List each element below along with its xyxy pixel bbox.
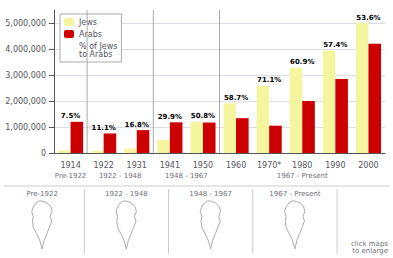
svg-text:1931: 1931 <box>127 161 147 170</box>
svg-text:1922 - 1948: 1922 - 1948 <box>99 172 142 180</box>
svg-text:1960: 1960 <box>226 161 246 170</box>
svg-text:1980: 1980 <box>292 161 312 170</box>
svg-text:11.1%: 11.1% <box>92 124 116 132</box>
svg-text:1922: 1922 <box>93 161 113 170</box>
svg-text:29.9%: 29.9% <box>158 113 182 121</box>
svg-text:Pre-1922: Pre-1922 <box>55 172 86 180</box>
svg-text:Pre-1922: Pre-1922 <box>26 190 57 198</box>
svg-text:58.7%: 58.7% <box>224 94 248 102</box>
svg-text:53.6%: 53.6% <box>356 14 380 22</box>
svg-text:57.4%: 57.4% <box>323 41 347 49</box>
svg-text:4,000,000: 4,000,000 <box>5 45 46 54</box>
svg-text:1948 - 1967: 1948 - 1967 <box>165 172 208 180</box>
svg-text:60.9%: 60.9% <box>290 58 314 66</box>
svg-text:1948 - 1967: 1948 - 1967 <box>189 190 232 198</box>
svg-text:1970*: 1970* <box>257 161 281 170</box>
svg-text:to enlarge: to enlarge <box>352 247 388 255</box>
svg-text:1990: 1990 <box>325 161 345 170</box>
svg-text:2,000,000: 2,000,000 <box>5 97 46 106</box>
svg-text:3,000,000: 3,000,000 <box>5 71 46 80</box>
svg-text:1,000,000: 1,000,000 <box>5 123 46 132</box>
svg-text:7.5%: 7.5% <box>61 112 80 120</box>
svg-text:% of Jews: % of Jews <box>79 41 118 51</box>
svg-text:1914: 1914 <box>60 161 80 170</box>
svg-text:0: 0 <box>41 149 46 158</box>
svg-text:Jews: Jews <box>79 17 97 27</box>
svg-text:1941: 1941 <box>160 161 180 170</box>
svg-text:1967 - Present: 1967 - Present <box>269 190 320 198</box>
svg-text:Arabs: Arabs <box>79 30 102 39</box>
svg-text:1950: 1950 <box>193 161 213 170</box>
svg-text:1922 - 1948: 1922 - 1948 <box>105 190 148 198</box>
svg-text:5,000,000: 5,000,000 <box>5 19 46 28</box>
svg-text:16.8%: 16.8% <box>125 121 149 129</box>
svg-text:to Arabs: to Arabs <box>79 50 112 59</box>
svg-text:click maps: click maps <box>350 239 388 248</box>
svg-text:2000: 2000 <box>358 161 378 170</box>
svg-text:71.1%: 71.1% <box>257 76 281 84</box>
svg-text:50.8%: 50.8% <box>191 112 215 120</box>
svg-text:1967 - Present: 1967 - Present <box>277 172 328 180</box>
